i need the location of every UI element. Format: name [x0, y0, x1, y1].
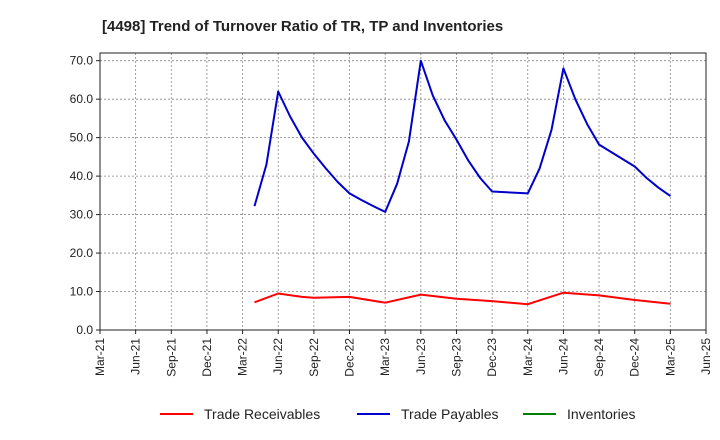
- series-lines: [253, 59, 671, 306]
- legend-label-trade-payables: Trade Payables: [401, 406, 499, 422]
- x-tick-label: Dec-24: [628, 338, 642, 377]
- x-tick-label: Sep-22: [307, 338, 321, 377]
- x-tick-label: Mar-21: [93, 338, 107, 376]
- y-tick-label: 30.0: [70, 208, 94, 222]
- x-tick-label: Jun-25: [699, 338, 713, 375]
- x-tick-label: Jun-21: [129, 338, 143, 375]
- y-tick-label: 70.0: [70, 54, 94, 68]
- legend: Trade Receivables Trade Payables Inventori…: [160, 406, 635, 422]
- series-line-trade-receivables: [254, 291, 671, 306]
- x-tick-label: Jun-24: [556, 338, 570, 375]
- x-tick-label: Dec-23: [485, 338, 499, 377]
- x-tick-label: Mar-23: [378, 338, 392, 376]
- x-tick-label: Sep-24: [592, 338, 606, 377]
- x-tick-label: Mar-25: [663, 338, 677, 376]
- x-tick-label: Dec-21: [200, 338, 214, 377]
- x-axis: Mar-21 Jun-21 Sep-21 Dec-21 Mar-22 Jun-22 Sep-…: [93, 330, 713, 377]
- x-tick-label: Mar-24: [521, 338, 535, 376]
- plot-frame: [99, 52, 707, 331]
- x-tick-label: Jun-23: [414, 338, 428, 375]
- y-axis: 0.0 10.0 20.0 30.0 40.0 50.0 60.0 70.0: [70, 54, 100, 337]
- x-tick-label: Jun-22: [271, 338, 285, 375]
- y-tick-label: 60.0: [70, 92, 94, 106]
- y-tick-label: 40.0: [70, 169, 94, 183]
- x-tick-label: Sep-23: [449, 338, 463, 377]
- x-tick-label: Sep-21: [164, 338, 178, 377]
- legend-label-inventories: Inventories: [567, 406, 635, 422]
- series-line-trade-payables: [253, 59, 671, 213]
- y-tick-label: 50.0: [70, 131, 94, 145]
- grid: [100, 53, 706, 330]
- legend-label-trade-receivables: Trade Receivables: [204, 406, 320, 422]
- y-tick-label: 0.0: [76, 323, 93, 337]
- y-tick-label: 10.0: [70, 285, 94, 299]
- x-tick-label: Mar-22: [236, 338, 250, 376]
- y-tick-label: 20.0: [70, 246, 94, 260]
- chart-title: [4498] Trend of Turnover Ratio of TR, TP…: [102, 18, 503, 35]
- x-tick-label: Dec-22: [343, 338, 357, 377]
